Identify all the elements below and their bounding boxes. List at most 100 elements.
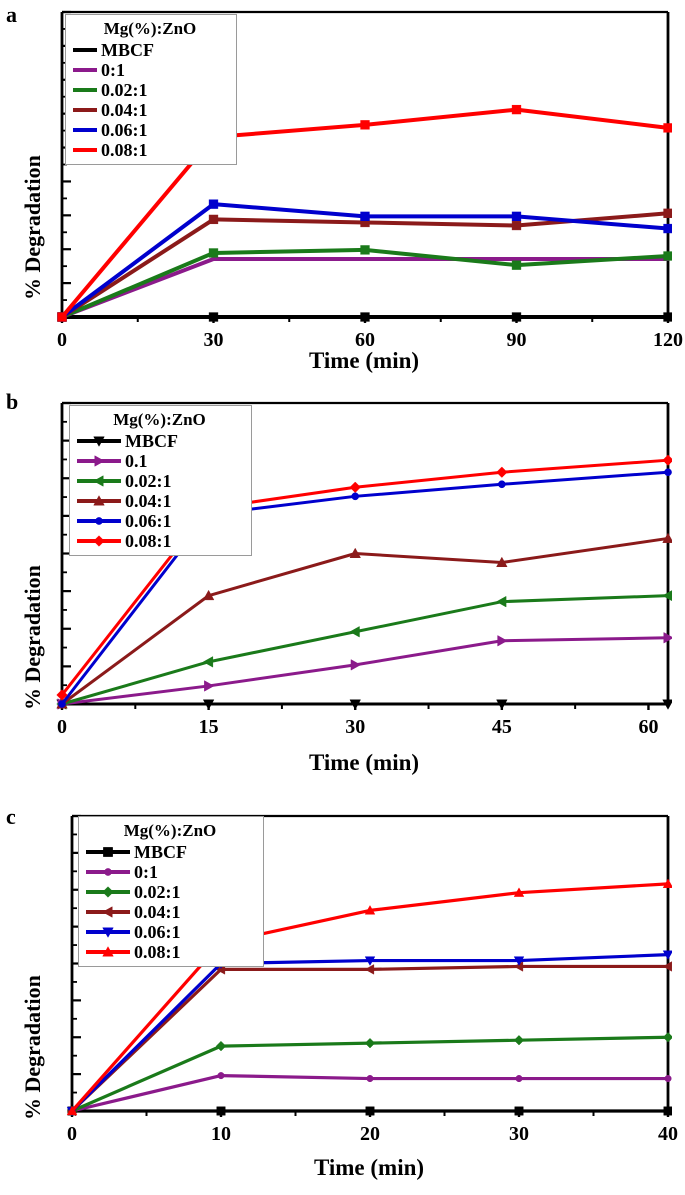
series-line	[70, 953, 670, 1113]
x-tick-label: 15	[198, 716, 219, 738]
series-marker	[663, 251, 672, 261]
series-marker	[663, 312, 672, 322]
legend-swatch-icon	[77, 436, 121, 447]
legend-swatch-icon	[73, 128, 97, 132]
series-0-02-1	[66, 1032, 672, 1117]
panel-letter-b: b	[6, 389, 19, 414]
legend-item-0-08-1[interactable]: 0.08:1	[76, 531, 243, 551]
legend-item-mbcf[interactable]: MBCF	[72, 40, 228, 60]
legend-item-0-08-1[interactable]: 0.08:1	[72, 140, 228, 160]
legend-item-0-02-1[interactable]: 0.02:1	[85, 882, 255, 902]
series-marker	[662, 590, 672, 602]
series-marker	[364, 956, 376, 966]
series-0-02-1	[56, 590, 672, 710]
legend-item-0-04-1[interactable]: 0.04:1	[72, 100, 228, 120]
legend-swatch-icon	[86, 868, 130, 876]
legend-item-0-1[interactable]: 0:1	[72, 60, 228, 80]
x-tick-label: 0	[57, 329, 67, 351]
series-marker	[360, 120, 370, 130]
series-marker	[349, 699, 361, 710]
panel-c-legend-title: Mg(%):ZnO	[123, 821, 217, 840]
series-marker	[513, 956, 525, 966]
legend-item-0-06-1[interactable]: 0.06:1	[85, 922, 255, 942]
legend-swatch-icon	[77, 495, 121, 506]
legend-swatch-icon	[77, 517, 121, 525]
x-tick-label: 90	[506, 329, 527, 351]
legend-label: 0.08:1	[134, 942, 181, 962]
series-marker	[515, 1075, 523, 1083]
legend-item-mbcf[interactable]: MBCF	[76, 431, 243, 451]
series-marker	[498, 480, 506, 489]
panel-letter-c: c	[6, 804, 16, 829]
series-marker	[511, 312, 522, 322]
panel-c: c % Degradation Time (min) Mg(%):ZnO MBC…	[0, 790, 685, 1195]
series-marker	[215, 1040, 227, 1052]
panel-b: b % Degradation Time (min) Mg(%):ZnO MBC…	[0, 385, 685, 790]
series-marker	[511, 104, 522, 115]
series-marker	[663, 632, 672, 644]
legend-item-0-06-1[interactable]: 0.06:1	[76, 511, 243, 531]
series-marker	[351, 492, 360, 501]
legend-item-0-02-1[interactable]: 0.02:1	[72, 80, 228, 100]
legend-swatch-icon	[77, 455, 121, 467]
legend-label: 0.02:1	[125, 471, 172, 491]
series-0-1	[57, 632, 672, 710]
series-marker	[662, 1032, 672, 1043]
series-mbcf	[67, 1106, 672, 1116]
series-marker	[366, 1075, 374, 1083]
x-tick-label: 0	[57, 716, 67, 738]
legend-item-0-06-1[interactable]: 0.06:1	[72, 120, 228, 140]
series-marker	[360, 211, 370, 221]
legend-item-0-1[interactable]: 0.1	[76, 451, 243, 471]
legend-item-0-04-1[interactable]: 0.04:1	[76, 491, 243, 511]
legend-label: MBCF	[134, 842, 187, 862]
plot-c-svg	[66, 814, 672, 1117]
series-marker	[349, 481, 361, 493]
legend-item-0-04-1[interactable]: 0.04:1	[85, 902, 255, 922]
legend-swatch-icon	[73, 148, 97, 152]
series-marker	[511, 211, 522, 221]
series-line	[60, 257, 670, 319]
legend-label: 0.08:1	[101, 140, 148, 160]
legend-label: 0.04:1	[101, 100, 148, 120]
series-marker	[208, 248, 219, 258]
legend-item-mbcf[interactable]: MBCF	[85, 842, 255, 862]
series-line	[60, 211, 670, 319]
panel-letter-a: a	[6, 2, 17, 27]
series-marker	[663, 223, 672, 234]
series-marker	[349, 547, 361, 558]
legend-item-0-1[interactable]: 0:1	[85, 862, 255, 882]
series-marker	[511, 220, 522, 231]
panel-a-x-axis-label: Time (min)	[308, 348, 420, 373]
legend-swatch-icon	[77, 535, 121, 547]
series-mbcf	[57, 312, 672, 322]
series-marker	[496, 466, 508, 478]
series-marker	[511, 260, 522, 270]
legend-label: MBCF	[125, 431, 178, 451]
series-marker	[364, 905, 376, 915]
x-tick-label: 40	[658, 1123, 678, 1145]
series-marker	[514, 1106, 524, 1116]
legend-label: 0.02:1	[134, 882, 181, 902]
legend-swatch-icon	[77, 475, 121, 487]
series-marker	[364, 964, 375, 975]
series-marker	[58, 700, 66, 708]
x-tick-label: 30	[345, 716, 366, 738]
series-marker	[56, 689, 68, 701]
legend-label: 0:1	[134, 862, 158, 882]
legend-item-0-02-1[interactable]: 0.02:1	[76, 471, 243, 491]
legend-item-0-08-1[interactable]: 0.08:1	[85, 942, 255, 962]
series-0-06-1	[66, 950, 672, 1117]
panel-b-legend-title: Mg(%):ZnO	[113, 410, 206, 429]
series-marker	[662, 454, 672, 466]
series-marker	[663, 123, 672, 133]
legend-swatch-icon	[73, 88, 97, 92]
series-marker	[66, 1105, 78, 1116]
legend-swatch-icon	[86, 927, 130, 938]
legend-swatch-icon	[86, 886, 130, 898]
x-tick-label: 10	[211, 1123, 231, 1145]
panel-c-x-axis-label: Time (min)	[313, 1155, 425, 1180]
panel-b-x-axis-label: Time (min)	[308, 750, 420, 775]
legend-label: 0.06:1	[134, 922, 181, 942]
legend-label: 0.08:1	[125, 531, 172, 551]
